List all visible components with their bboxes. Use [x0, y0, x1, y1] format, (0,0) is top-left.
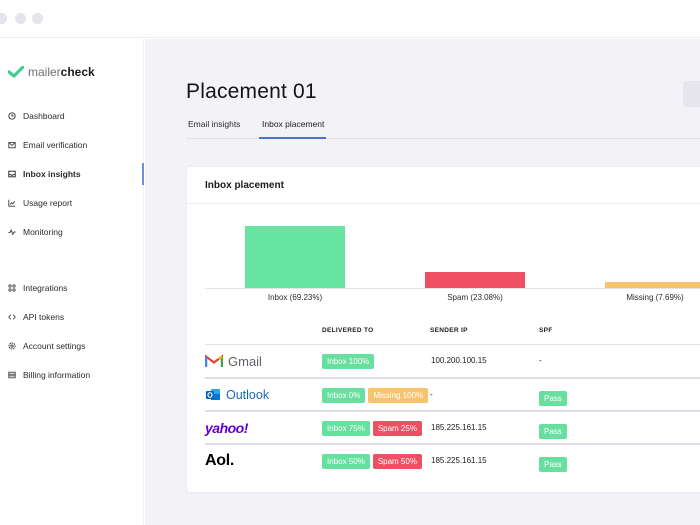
top-action-button[interactable]	[683, 81, 700, 107]
badge-missing: Missing 100%	[368, 388, 429, 403]
table-row-aol[interactable]: Aol. Inbox 50% Spam 50% 185.225.161.15 P…	[205, 443, 700, 476]
sidebar-item-label: Usage report	[23, 198, 73, 208]
badge-spam: Spam 25%	[372, 421, 422, 436]
spf-pass-badge: Pass	[539, 391, 567, 406]
chart-bar-inbox	[245, 226, 345, 288]
tab-email-insights[interactable]: Email insights	[188, 119, 241, 129]
provider-outlook: Outlook	[205, 379, 269, 410]
sidebar-item-label: Account settings	[23, 341, 86, 351]
column-header-sender-ip: SENDER IP	[430, 327, 468, 334]
tab-bar: Email insights Inbox placement	[186, 116, 700, 139]
window-close-dot[interactable]	[0, 13, 7, 24]
badge-inbox: Inbox 0%	[322, 388, 366, 403]
placement-bar-chart: Inbox (69.23%) Spam (23.08%) Missing (7.…	[205, 204, 700, 309]
sidebar-item-monitoring[interactable]: Monitoring	[8, 225, 63, 239]
card-header: Inbox placement	[187, 167, 700, 204]
provider-name: Outlook	[226, 387, 270, 402]
main-content: Placement 01 Email insights Inbox placem…	[145, 39, 700, 525]
spf-value-container: Pass	[539, 454, 567, 472]
provider-yahoo: yahoo!	[205, 412, 248, 443]
pulse-icon	[8, 228, 16, 236]
sidebar: mailercheck Dashboard Email verification…	[0, 39, 144, 525]
integrations-icon	[8, 284, 16, 292]
sender-ip: 185.225.161.15	[431, 423, 487, 432]
spf-pass-badge: Pass	[539, 457, 567, 472]
inbox-placement-card: Inbox placement Inbox (69.23%) Spam (23.…	[186, 166, 700, 493]
brand-name-bold: check	[60, 65, 95, 79]
sidebar-item-label: API tokens	[23, 312, 65, 322]
billing-icon	[8, 371, 16, 379]
provider-name: Gmail	[228, 353, 262, 369]
chart-bar-missing	[605, 282, 700, 288]
sidebar-item-label: Integrations	[23, 283, 68, 293]
table-row-yahoo[interactable]: yahoo! Inbox 75% Spam 25% 185.225.161.15…	[205, 410, 700, 443]
spf-pass-badge: Pass	[539, 424, 567, 439]
provider-aol: Aol.	[205, 445, 234, 476]
table-row-outlook[interactable]: Outlook Inbox 0% Missing 100% - Pass	[205, 377, 700, 410]
inbox-icon	[8, 170, 16, 178]
code-icon	[8, 314, 16, 320]
sidebar-item-billing-information[interactable]: Billing information	[8, 368, 90, 382]
page-title: Placement 01	[186, 80, 317, 103]
gear-icon	[8, 342, 16, 350]
badge-spam: Spam 50%	[372, 454, 422, 469]
sidebar-item-label: Inbox insights	[23, 169, 81, 179]
table-row-gmail[interactable]: Gmail Inbox 100% 100.200.100.15 -	[205, 344, 700, 377]
chart-bar-spam	[425, 272, 525, 288]
badge-inbox: Inbox 50%	[322, 454, 370, 469]
card-title: Inbox placement	[205, 180, 284, 191]
delivered-badges: Inbox 75% Spam 25%	[322, 421, 422, 436]
delivered-badges: Inbox 100%	[322, 354, 375, 369]
sidebar-item-email-verification[interactable]: Email verification	[8, 138, 87, 152]
sidebar-active-indicator	[142, 163, 144, 185]
brand-name-light: mailer	[28, 65, 61, 79]
window-maximize-dot[interactable]	[32, 13, 43, 24]
sidebar-item-api-tokens[interactable]: API tokens	[8, 310, 64, 324]
dashboard-icon	[8, 112, 16, 120]
spf-value-container: Pass	[539, 421, 567, 439]
email-verification-icon	[8, 142, 16, 149]
chart-label-spam: Spam (23.08%)	[447, 293, 503, 302]
delivered-badges: Inbox 50% Spam 50%	[322, 454, 422, 469]
sidebar-item-label: Billing information	[23, 370, 91, 380]
sidebar-item-inbox-insights[interactable]: Inbox insights	[8, 167, 81, 181]
sender-ip: 100.200.100.15	[431, 356, 487, 365]
checkmark-logo-icon	[8, 66, 24, 78]
badge-inbox: Inbox 100%	[322, 354, 375, 369]
provider-gmail: Gmail	[205, 345, 262, 377]
sidebar-item-label: Monitoring	[23, 227, 63, 237]
window-titlebar	[0, 0, 700, 38]
spf-value: -	[539, 356, 542, 365]
window-minimize-dot[interactable]	[15, 13, 26, 24]
sidebar-item-integrations[interactable]: Integrations	[8, 281, 67, 295]
chart-baseline	[205, 288, 700, 289]
column-header-delivered-to: DELIVERED TO	[322, 327, 374, 334]
sidebar-item-account-settings[interactable]: Account settings	[8, 339, 85, 353]
delivered-badges: Inbox 0% Missing 100%	[322, 388, 429, 403]
column-header-spf: SPF	[539, 327, 553, 334]
tab-inbox-placement[interactable]: Inbox placement	[262, 119, 325, 129]
sidebar-item-label: Dashboard	[23, 111, 65, 121]
active-tab-underline	[259, 137, 326, 139]
sidebar-item-dashboard[interactable]: Dashboard	[8, 109, 65, 123]
chart-label-inbox: Inbox (69.23%)	[267, 293, 323, 302]
outlook-logo-icon	[206, 388, 220, 400]
gmail-logo-icon	[205, 354, 223, 367]
badge-inbox: Inbox 75%	[322, 421, 370, 436]
brand-logo[interactable]: mailercheck	[8, 65, 95, 79]
sidebar-item-label: Email verification	[23, 140, 88, 150]
aol-logo-icon: Aol.	[205, 451, 235, 469]
spf-value-container: Pass	[539, 388, 567, 406]
chart-icon	[8, 199, 16, 207]
sender-ip: 185.225.161.15	[431, 456, 487, 465]
chart-label-missing: Missing (7.69%)	[626, 293, 684, 302]
yahoo-logo-icon: yahoo!	[205, 419, 248, 436]
sender-ip: -	[430, 390, 433, 399]
sidebar-item-usage-report[interactable]: Usage report	[8, 196, 72, 210]
